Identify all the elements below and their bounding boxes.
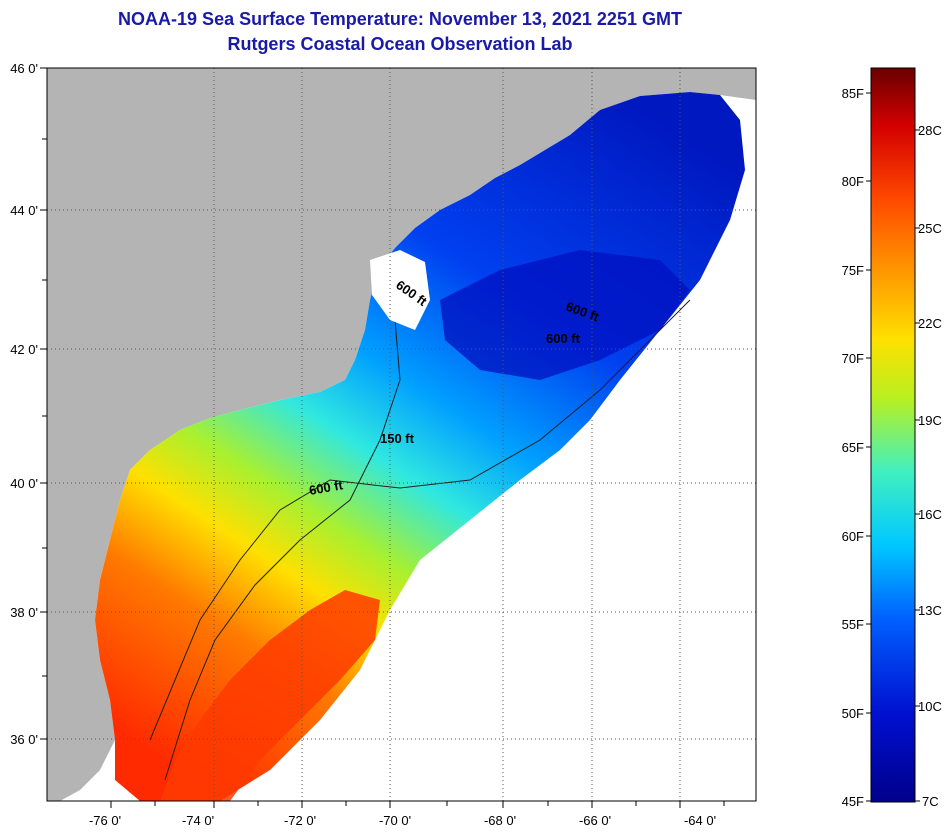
colorbar-label-28c: 28C xyxy=(918,123,942,138)
contour-label-600ft-4: 600 ft xyxy=(308,477,345,498)
cold-water-pocket xyxy=(440,250,690,380)
map-frame xyxy=(46,67,757,802)
lon-label-66: -66 0' xyxy=(579,813,611,828)
contour-label-600ft-3: 600 ft xyxy=(546,331,581,346)
colorbar-label-65f: 65F xyxy=(842,440,864,455)
colorbar-label-25c: 25C xyxy=(918,221,942,236)
lat-label-38: 38 0' xyxy=(10,605,38,620)
lon-label-68: -68 0' xyxy=(484,813,516,828)
colorbar-label-80f: 80F xyxy=(842,174,864,189)
colorbar-label-10c: 10C xyxy=(918,699,942,714)
cloud-patch xyxy=(370,250,430,330)
land-mass xyxy=(47,68,756,801)
colorbar-label-50f: 50F xyxy=(842,706,864,721)
lon-label-70: -70 0' xyxy=(379,813,411,828)
cloud-patch-2 xyxy=(440,470,700,700)
shelf-contour-line xyxy=(149,299,691,741)
contour-label-150ft: 150 ft xyxy=(380,431,415,446)
colorbar-label-19c: 19C xyxy=(918,413,942,428)
colorbar-label-13c: 13C xyxy=(918,603,942,618)
colorbar-label-60f: 60F xyxy=(842,529,864,544)
lat-label-44: 44 0' xyxy=(10,203,38,218)
map-panel xyxy=(47,68,756,801)
map-subtitle: Rutgers Coastal Ocean Observation Lab xyxy=(227,34,573,54)
lat-ticks xyxy=(40,67,47,740)
lat-label-40: 40 0' xyxy=(10,476,38,491)
lon-ticks xyxy=(110,801,725,808)
colorbar-ticks xyxy=(866,92,920,802)
colorbar xyxy=(870,67,916,803)
lat-label-46: 46 0' xyxy=(10,61,38,76)
colorbar-label-45f: 45F xyxy=(842,794,864,809)
lat-label-36: 36 0' xyxy=(10,732,38,747)
colorbar-label-22c: 22C xyxy=(918,316,942,331)
colorbar-label-55f: 55F xyxy=(842,617,864,632)
colorbar-label-70f: 70F xyxy=(842,351,864,366)
map-title: NOAA-19 Sea Surface Temperature: Novembe… xyxy=(118,9,682,29)
colorbar-label-75f: 75F xyxy=(842,263,864,278)
shelf-contour-line-2 xyxy=(164,269,411,781)
lat-label-42: 42 0' xyxy=(10,342,38,357)
colorbar-label-16c: 16C xyxy=(918,507,942,522)
lon-label-64: -64 0' xyxy=(684,813,716,828)
lon-label-74: -74 0' xyxy=(182,813,214,828)
lon-label-76: -76 0' xyxy=(89,813,121,828)
lon-label-72: -72 0' xyxy=(284,813,316,828)
colorbar-label-7c: 7C xyxy=(922,794,939,809)
colorbar-label-85f: 85F xyxy=(842,86,864,101)
gulf-stream-core xyxy=(160,590,380,801)
